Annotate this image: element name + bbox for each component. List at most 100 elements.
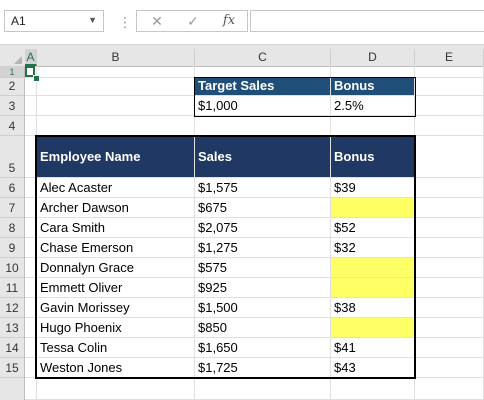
cell-e7[interactable] (415, 198, 484, 218)
row-header-5[interactable]: 5 (0, 136, 24, 178)
cell-e12[interactable] (415, 298, 484, 318)
row-header-14[interactable]: 14 (0, 338, 24, 358)
employee-name-cell[interactable]: Emmett Oliver (37, 278, 195, 298)
row-header-13[interactable]: 13 (0, 318, 24, 338)
insert-function-icon[interactable]: fx (222, 13, 236, 28)
sales-cell[interactable]: $1,275 (195, 238, 331, 258)
enter-icon[interactable]: ✓ (187, 13, 199, 29)
employee-name-cell[interactable]: Weston Jones (37, 358, 195, 378)
bonus-cell[interactable]: $41 (331, 338, 415, 358)
employee-name-cell[interactable]: Chase Emerson (37, 238, 195, 258)
cell-a6[interactable] (25, 178, 37, 198)
employee-name-cell[interactable]: Alec Acaster (37, 178, 195, 198)
name-box[interactable]: A1 ▼ (4, 10, 104, 32)
bonus-cell-highlighted[interactable] (331, 278, 415, 298)
sales-cell[interactable]: $1,725 (195, 358, 331, 378)
cell-a4[interactable] (25, 116, 37, 136)
cell-b1[interactable] (37, 66, 195, 78)
cell-e1[interactable] (415, 66, 484, 78)
bonus-cell[interactable]: $43 (331, 358, 415, 378)
cell-a10[interactable] (25, 258, 37, 278)
cell-e9[interactable] (415, 238, 484, 258)
bonus-header[interactable]: Bonus (331, 136, 415, 178)
target-sales-header[interactable]: Target Sales (195, 78, 331, 96)
cell-e15[interactable] (415, 358, 484, 378)
cell-a5[interactable] (25, 136, 37, 178)
cell-e6[interactable] (415, 178, 484, 198)
bonus-cell-highlighted[interactable] (331, 318, 415, 338)
cell-c1[interactable] (195, 66, 331, 78)
row-header-3[interactable]: 3 (0, 96, 24, 116)
target-sales-value[interactable]: $1,000 (195, 96, 331, 116)
cell-a9[interactable] (25, 238, 37, 258)
column-header-c[interactable]: C (195, 49, 331, 66)
bonus-cell[interactable]: $52 (331, 218, 415, 238)
row-header-11[interactable]: 11 (0, 278, 24, 298)
sales-cell[interactable]: $575 (195, 258, 331, 278)
cell-e10[interactable] (415, 258, 484, 278)
bonus-cell-highlighted[interactable] (331, 258, 415, 278)
bonus-rate-value[interactable]: 2.5% (331, 96, 415, 116)
row-header-4[interactable]: 4 (0, 116, 24, 136)
cell-a1[interactable] (25, 66, 37, 78)
bonus-rate-header[interactable]: Bonus (331, 78, 415, 96)
sales-cell[interactable]: $1,500 (195, 298, 331, 318)
bonus-cell-highlighted[interactable] (331, 198, 415, 218)
cell-a11[interactable] (25, 278, 37, 298)
employee-name-cell[interactable]: Donnalyn Grace (37, 258, 195, 278)
row-header-15[interactable]: 15 (0, 358, 24, 378)
cell-e16[interactable] (415, 378, 484, 400)
row-header-6[interactable]: 6 (0, 178, 24, 198)
cell-e5[interactable] (415, 136, 484, 178)
cell-a13[interactable] (25, 318, 37, 338)
sales-cell[interactable]: $2,075 (195, 218, 331, 238)
row-header-12[interactable]: 12 (0, 298, 24, 318)
cell-a7[interactable] (25, 198, 37, 218)
cell-e2[interactable] (415, 78, 484, 96)
employee-name-cell[interactable]: Gavin Morissey (37, 298, 195, 318)
cell-c4[interactable] (195, 116, 331, 136)
employee-name-cell[interactable]: Archer Dawson (37, 198, 195, 218)
row-header-9[interactable]: 9 (0, 238, 24, 258)
sales-cell[interactable]: $850 (195, 318, 331, 338)
cell-a3[interactable] (25, 96, 37, 116)
cell-d16[interactable] (331, 378, 415, 400)
fill-handle[interactable] (33, 75, 40, 82)
cell-a16[interactable] (25, 378, 37, 400)
column-header-e[interactable]: E (415, 49, 484, 66)
cell-e11[interactable] (415, 278, 484, 298)
row-header-2[interactable]: 2 (0, 78, 24, 96)
cell-e8[interactable] (415, 218, 484, 238)
row-header-10[interactable]: 10 (0, 258, 24, 278)
column-header-a[interactable]: A (25, 49, 37, 66)
bonus-cell[interactable]: $32 (331, 238, 415, 258)
bonus-cell[interactable]: $39 (331, 178, 415, 198)
employee-name-header[interactable]: Employee Name (37, 136, 195, 178)
chevron-down-icon[interactable]: ▼ (88, 15, 97, 25)
column-header-d[interactable]: D (331, 49, 415, 66)
cell-e4[interactable] (415, 116, 484, 136)
cell-e3[interactable] (415, 96, 484, 116)
sales-cell[interactable]: $675 (195, 198, 331, 218)
row-header-1[interactable]: 1 (0, 66, 24, 78)
cell-a14[interactable] (25, 338, 37, 358)
bonus-cell[interactable]: $38 (331, 298, 415, 318)
cell-b16[interactable] (37, 378, 195, 400)
cell-c16[interactable] (195, 378, 331, 400)
cell-b2[interactable] (37, 78, 195, 96)
cell-a12[interactable] (25, 298, 37, 318)
row-header-8[interactable]: 8 (0, 218, 24, 238)
select-all-button[interactable] (0, 49, 24, 66)
cell-e14[interactable] (415, 338, 484, 358)
employee-name-cell[interactable]: Hugo Phoenix (37, 318, 195, 338)
cell-b4[interactable] (37, 116, 195, 136)
sales-cell[interactable]: $925 (195, 278, 331, 298)
sales-cell[interactable]: $1,650 (195, 338, 331, 358)
cell-b3[interactable] (37, 96, 195, 116)
cancel-icon[interactable]: ✕ (151, 13, 163, 29)
cell-a15[interactable] (25, 358, 37, 378)
row-header-7[interactable]: 7 (0, 198, 24, 218)
employee-name-cell[interactable]: Tessa Colin (37, 338, 195, 358)
cell-a8[interactable] (25, 218, 37, 238)
cell-d4[interactable] (331, 116, 415, 136)
